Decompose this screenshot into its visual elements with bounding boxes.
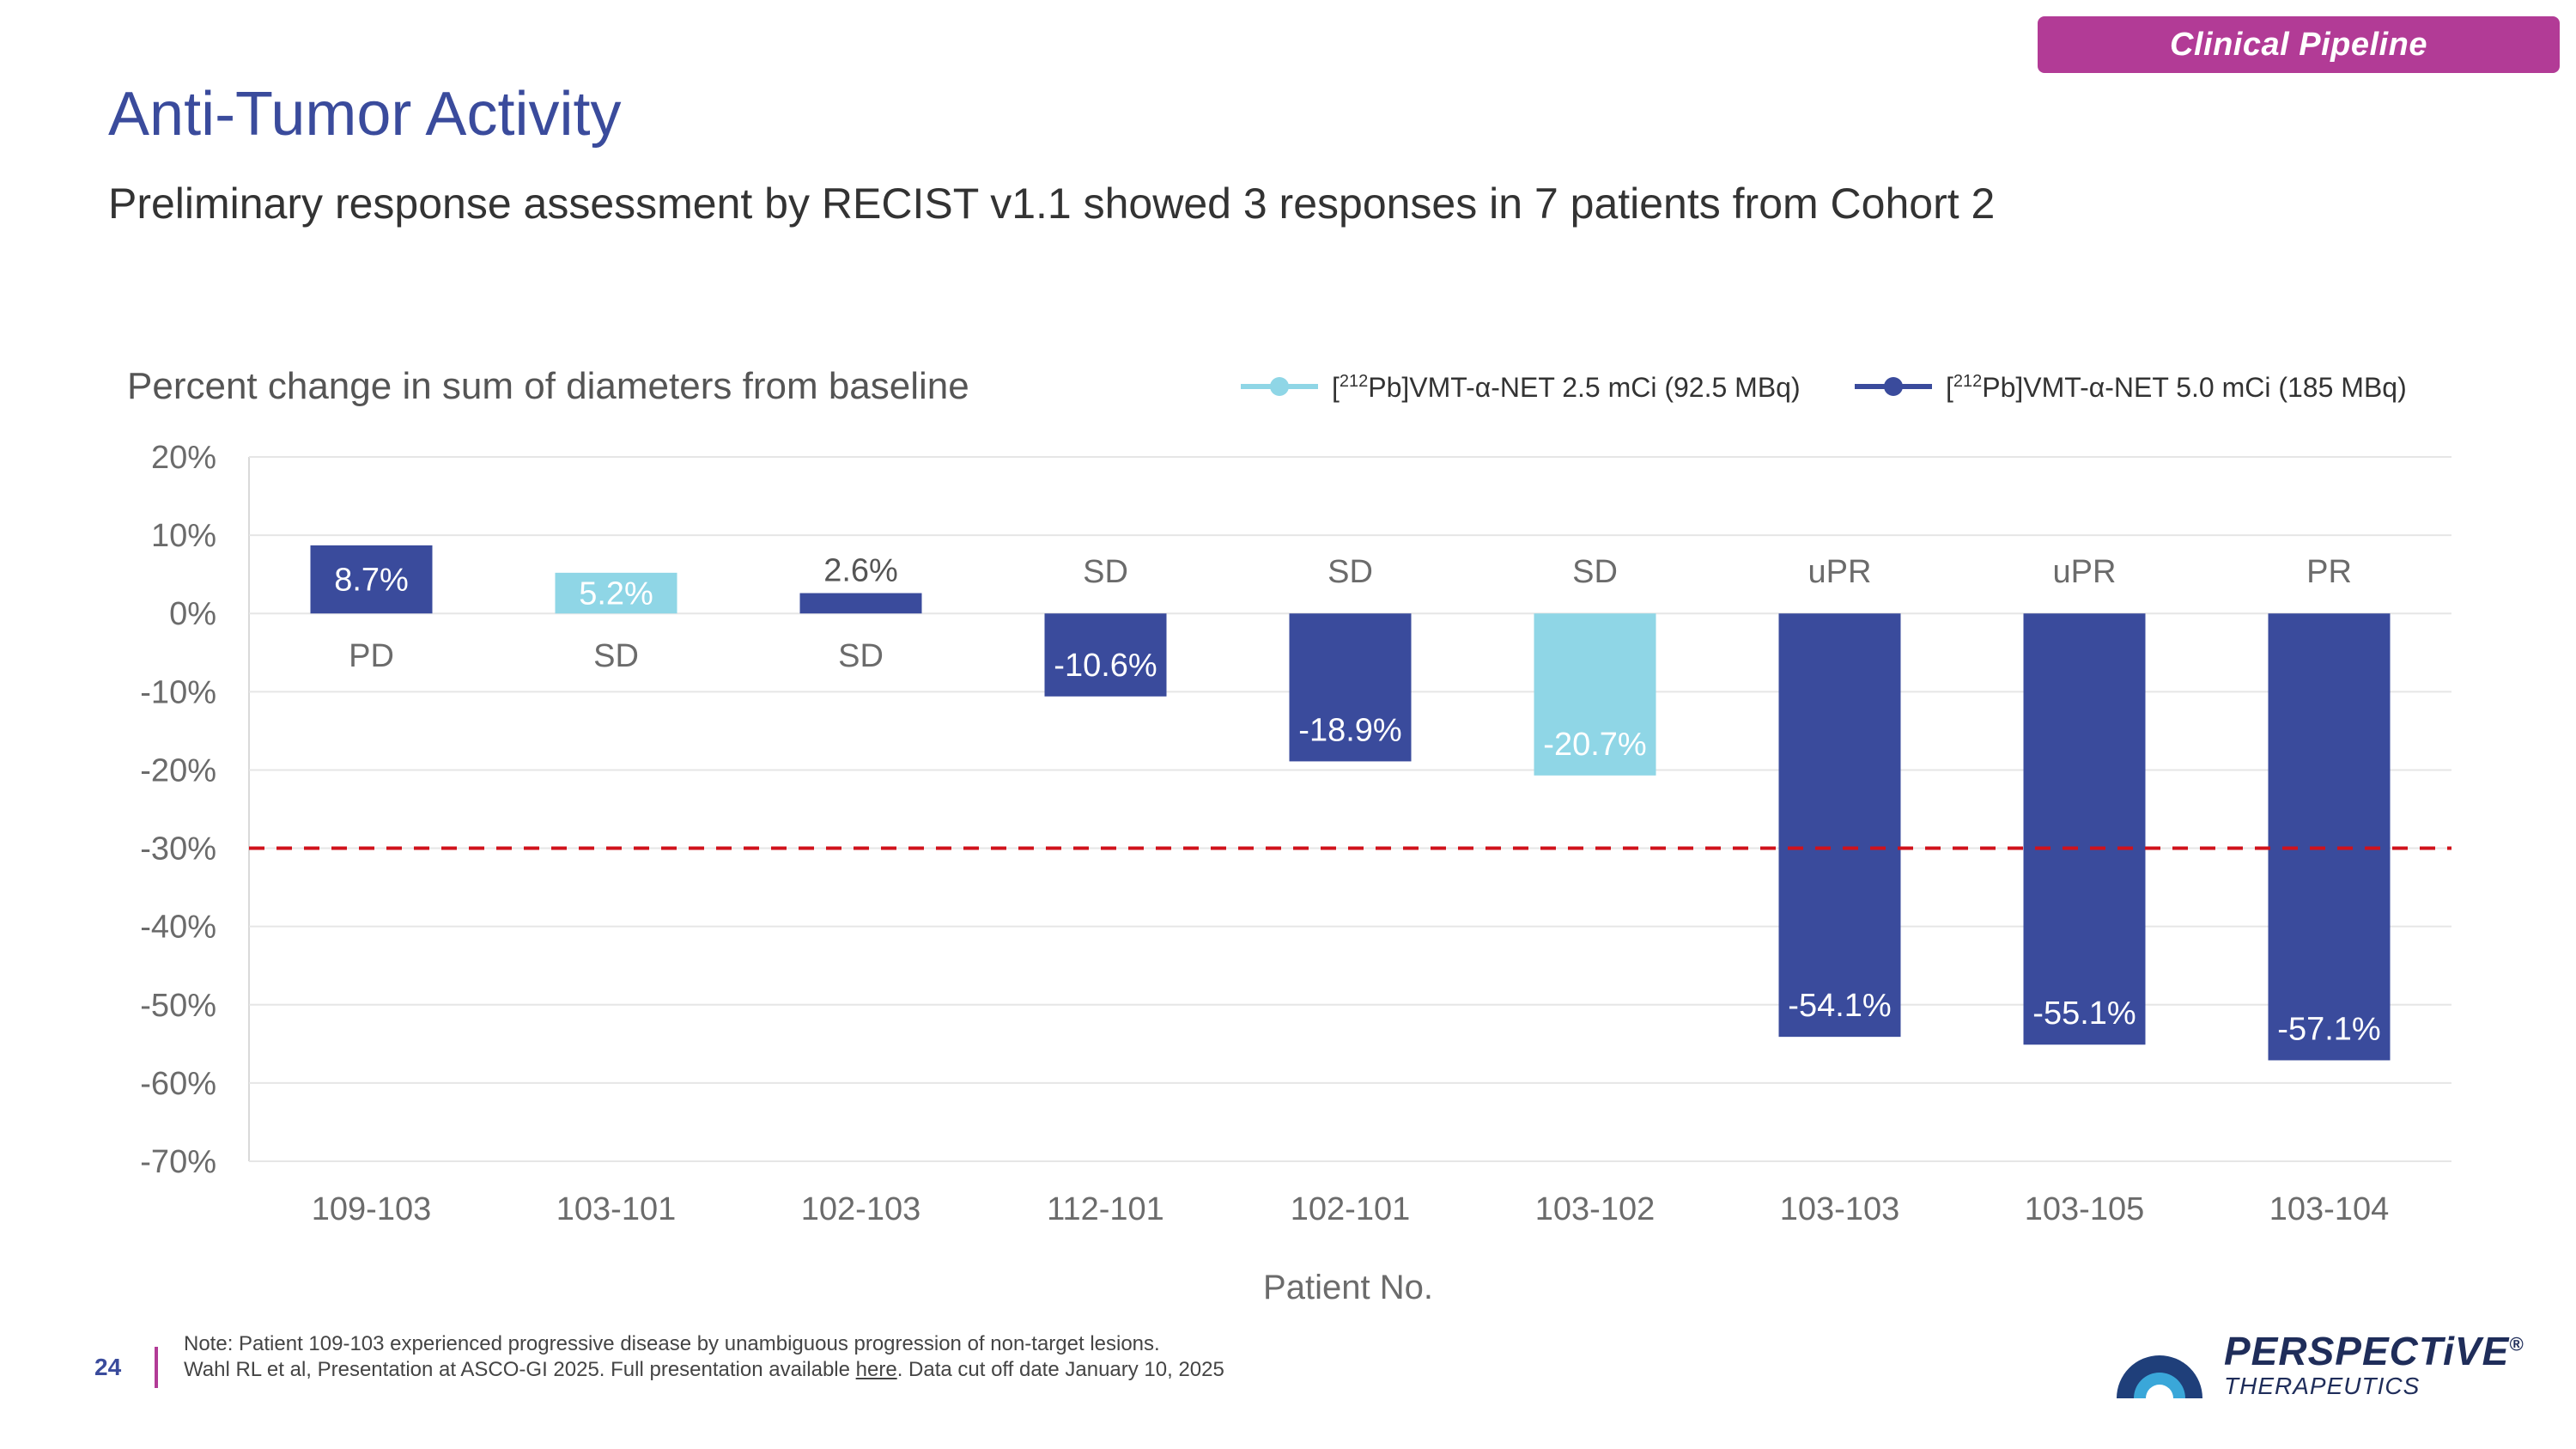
response-label: SD [593, 638, 639, 674]
y-tick-label: -70% [140, 1144, 216, 1180]
x-tick-label: 102-103 [801, 1191, 920, 1227]
footnote-note: Note: Patient 109-103 experienced progre… [184, 1332, 1160, 1355]
bar-value-label: -55.1% [2032, 995, 2136, 1032]
footnote-cutoff: . Data cut off date January 10, 2025 [896, 1358, 1224, 1381]
response-label: SD [1572, 554, 1618, 590]
legend-label-superscript: 212 [1953, 372, 1982, 391]
x-tick-label: 112-101 [1047, 1191, 1164, 1227]
bar [555, 572, 677, 614]
page-title: Anti-Tumor Activity [108, 80, 622, 149]
legend-label-text: Pb]VMT-α-NET 5.0 mCi (185 MBq) [1982, 372, 2406, 403]
y-tick-label: 10% [151, 518, 216, 554]
legend-label-bracket: [ [1946, 372, 1953, 403]
bar [1044, 613, 1167, 697]
bar-value-label: -54.1% [1788, 988, 1891, 1024]
x-tick-label: 103-105 [2025, 1191, 2144, 1227]
bar-value-label: -20.7% [1543, 727, 1646, 763]
bar-value-label: 5.2% [579, 576, 653, 612]
chart-title: Percent change in sum of diameters from … [127, 365, 969, 407]
y-tick-label: 20% [151, 440, 216, 476]
bar-value-label: -57.1% [2277, 1011, 2380, 1047]
company-logo: PERSPECTiVE® THERAPEUTICS [2108, 1323, 2523, 1409]
logo-name: PERSPECTiVE [2224, 1329, 2510, 1373]
x-tick-label: 103-103 [1780, 1191, 1899, 1227]
legend-label: [212Pb]VMT-α-NET 5.0 mCi (185 MBq) [1946, 372, 2407, 403]
bar-series [310, 545, 2391, 1061]
bar [310, 545, 433, 614]
page-subtitle: Preliminary response assessment by RECIS… [108, 180, 1996, 228]
bar [2268, 613, 2391, 1061]
x-tick-label: 102-101 [1291, 1191, 1410, 1227]
bar [1534, 613, 1656, 776]
response-label: uPR [2053, 554, 2117, 590]
response-label: SD [1327, 554, 1373, 590]
footnote: Note: Patient 109-103 experienced progre… [184, 1331, 1224, 1383]
logo-mark-icon [2117, 1355, 2202, 1398]
section-badge: Clinical Pipeline [2038, 16, 2560, 73]
bar-value-label: -18.9% [1298, 712, 1401, 748]
page-number: 24 [94, 1354, 122, 1380]
x-tick-label: 103-104 [2269, 1191, 2389, 1227]
bar [1778, 613, 1901, 1038]
y-axis: 20% 10% 0% -10% -20% -30% -40% -50% -60% -70% [140, 440, 216, 1180]
y-tick-label: -40% [140, 910, 216, 946]
y-tick-label: -30% [140, 831, 216, 868]
response-label: uPR [1808, 554, 1872, 590]
footnote-citation: Wahl RL et al, Presentation at ASCO-GI 2… [184, 1357, 1224, 1383]
y-tick-label: -60% [140, 1066, 216, 1102]
bar-value-label: 2.6% [823, 553, 898, 589]
response-label: SD [1083, 554, 1128, 590]
bar [799, 593, 922, 614]
response-label: PR [2306, 554, 2352, 590]
logo-registered: ® [2509, 1333, 2524, 1355]
y-tick-label: 0% [169, 596, 216, 632]
legend-label-text: Pb]VMT-α-NET 2.5 mCi (92.5 MBq) [1368, 372, 1800, 403]
legend-label-superscript: 212 [1340, 372, 1368, 391]
y-tick-label: -10% [140, 674, 216, 710]
logo-wordmark: PERSPECTiVE® [2224, 1328, 2524, 1374]
bar-value-label: 8.7% [334, 563, 409, 599]
bar-value-label: -10.6% [1054, 648, 1157, 684]
x-tick-label: 103-102 [1535, 1191, 1655, 1227]
x-tick-label: 103-101 [556, 1191, 676, 1227]
bar [1289, 613, 1412, 762]
y-tick-label: -20% [140, 752, 216, 788]
chart-legend: [212Pb]VMT-α-NET 2.5 mCi (92.5 MBq) [212P… [1241, 372, 2407, 403]
response-label: SD [838, 638, 884, 674]
bar [2023, 613, 2146, 1045]
x-axis: 109-103 103-101 102-103 112-101 102-101 103-1… [312, 1191, 2389, 1227]
legend-swatch-marker [1270, 377, 1289, 396]
legend-swatch-marker [1884, 377, 1903, 396]
waterfall-chart: Percent change in sum of diameters from … [127, 365, 2451, 1306]
x-axis-label: Patient No. [1263, 1269, 1433, 1306]
page-number-divider [155, 1347, 158, 1388]
footnote-citation-text: Wahl RL et al, Presentation at ASCO-GI 2… [184, 1358, 856, 1381]
legend-label-bracket: [ [1332, 372, 1340, 403]
y-tick-label: -50% [140, 988, 216, 1024]
response-label: PD [349, 638, 394, 674]
here-link[interactable]: here [855, 1358, 897, 1381]
logo-subtitle: THERAPEUTICS [2224, 1373, 2421, 1399]
bar-labels: 8.7% PD 5.2% SD 2.6% SD -10.6% SD -18.9% SD -20.7%… [334, 553, 2381, 1048]
legend-label: [212Pb]VMT-α-NET 2.5 mCi (92.5 MBq) [1332, 372, 1801, 403]
x-tick-label: 109-103 [312, 1191, 431, 1227]
